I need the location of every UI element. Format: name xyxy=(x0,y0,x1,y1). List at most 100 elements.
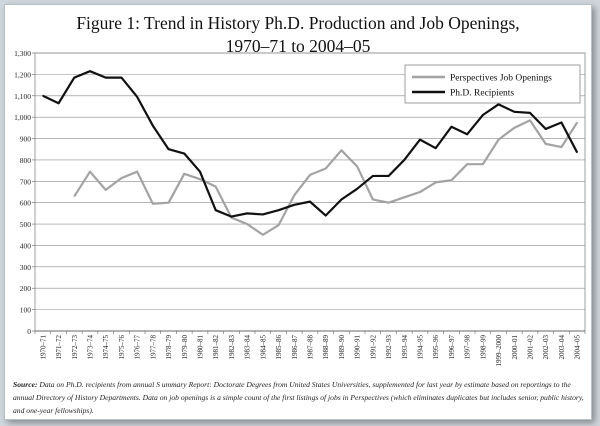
x-tick-label: 1973–74 xyxy=(87,335,95,360)
x-tick-label: 1979–80 xyxy=(181,335,189,360)
legend: Perspectives Job Openings Ph.D. Recipien… xyxy=(404,64,581,104)
y-tick-label: 600 xyxy=(20,199,32,208)
x-tick-label: 2002–03 xyxy=(542,335,550,360)
data-point xyxy=(450,126,453,128)
data-point xyxy=(497,103,500,105)
data-point xyxy=(372,198,374,201)
source-note: Source: Data on Ph.D. recipients from an… xyxy=(13,378,585,418)
data-point xyxy=(309,174,311,176)
data-point xyxy=(419,191,421,193)
data-point xyxy=(545,128,547,130)
source-label: Source xyxy=(13,380,35,389)
chart-title: Figure 1: Trend in History Ph.D. Product… xyxy=(5,12,591,58)
data-point xyxy=(215,186,217,188)
data-point xyxy=(42,95,44,97)
data-point xyxy=(435,181,437,183)
y-tick-label: 900 xyxy=(20,135,32,144)
data-point xyxy=(167,148,170,150)
data-point xyxy=(215,209,217,211)
data-point xyxy=(482,114,484,116)
data-point xyxy=(120,177,123,179)
y-tick-label: 500 xyxy=(20,220,32,229)
x-tick-label: 1977–78 xyxy=(149,335,157,360)
data-point xyxy=(529,112,531,114)
data-point xyxy=(199,178,201,180)
data-point xyxy=(293,204,295,206)
figure-frame: Figure 1: Trend in History Ph.D. Product… xyxy=(4,4,592,420)
x-tick-label: 1972–73 xyxy=(71,335,79,360)
data-point xyxy=(105,189,107,191)
x-tick-label: 1974–75 xyxy=(102,335,110,360)
data-point xyxy=(152,125,154,127)
x-tick-label: 1999–2000 xyxy=(495,334,503,366)
x-tick-label: 1998–99 xyxy=(479,335,487,360)
x-tick-label: 1996–97 xyxy=(448,335,456,360)
data-point xyxy=(419,139,421,141)
data-point xyxy=(246,223,248,225)
data-point xyxy=(136,96,138,98)
data-point xyxy=(167,202,170,204)
data-point xyxy=(246,212,248,214)
y-tick-label: 700 xyxy=(20,177,32,186)
y-tick-label: 300 xyxy=(20,263,32,272)
data-point xyxy=(340,149,343,151)
data-point xyxy=(560,121,563,124)
data-point xyxy=(73,76,75,79)
data-point xyxy=(340,198,343,201)
data-point xyxy=(403,196,405,198)
data-point xyxy=(513,111,515,113)
x-tick-label: 1982–83 xyxy=(228,335,236,360)
x-tick-label: 2004–05 xyxy=(574,335,582,360)
x-tick-label: 1997–98 xyxy=(464,335,472,360)
line-chart: 0 100 200 300 400 500 600 700 800 900 1,000 1,100 1,… xyxy=(14,49,586,366)
data-point xyxy=(73,195,75,197)
data-point xyxy=(325,167,327,170)
x-tick-label: 1978–79 xyxy=(165,335,173,360)
data-point xyxy=(466,133,468,135)
data-point xyxy=(450,179,453,181)
x-tick-label: 1971–72 xyxy=(55,335,63,360)
data-point xyxy=(136,171,138,173)
legend-label-phd-recipients: Ph.D. Recipients xyxy=(450,89,514,99)
data-point xyxy=(403,159,405,161)
x-tick-label: 1981–82 xyxy=(212,335,220,360)
data-point xyxy=(262,234,264,236)
data-point xyxy=(372,175,374,177)
x-tick-label: 1986–87 xyxy=(291,335,299,360)
x-tick-label: 1995–96 xyxy=(432,335,440,360)
data-point xyxy=(89,171,91,173)
data-point xyxy=(199,171,201,173)
data-point xyxy=(183,152,185,155)
data-point xyxy=(387,175,390,177)
data-point xyxy=(277,209,280,211)
data-point xyxy=(356,165,358,167)
y-tick-label: 1,100 xyxy=(14,92,31,101)
data-point xyxy=(230,215,233,218)
x-tick-label: 1980–81 xyxy=(197,335,205,360)
x-tick-label: 1983–84 xyxy=(244,335,252,360)
y-tick-label: 200 xyxy=(20,284,32,293)
x-tick-label: 1985–86 xyxy=(275,335,283,360)
y-tick-label: 0 xyxy=(27,327,31,336)
chart-title-line-1: Figure 1: Trend in History Ph.D. Product… xyxy=(76,13,520,33)
data-point xyxy=(545,143,547,145)
legend-label-job-openings: Perspectives Job Openings xyxy=(450,74,552,84)
data-point xyxy=(576,121,578,124)
x-tick-label: 1987–88 xyxy=(307,335,315,360)
data-point xyxy=(356,188,358,190)
data-point xyxy=(435,147,437,149)
x-tick-label: 2003–04 xyxy=(558,335,566,360)
x-tick-label: 1991–92 xyxy=(369,335,377,360)
gridlines xyxy=(35,52,585,310)
data-point xyxy=(513,127,515,129)
y-tick-label: 100 xyxy=(20,306,32,315)
data-point xyxy=(482,163,484,165)
data-point xyxy=(120,76,123,79)
data-point xyxy=(466,163,468,165)
x-tick-label: 1970–71 xyxy=(39,335,47,360)
data-point xyxy=(57,102,60,104)
x-tick-label: 1992–93 xyxy=(385,335,393,360)
data-point xyxy=(325,214,327,217)
x-tick-label: 1975–76 xyxy=(118,335,126,360)
y-tick-label: 800 xyxy=(20,156,32,165)
